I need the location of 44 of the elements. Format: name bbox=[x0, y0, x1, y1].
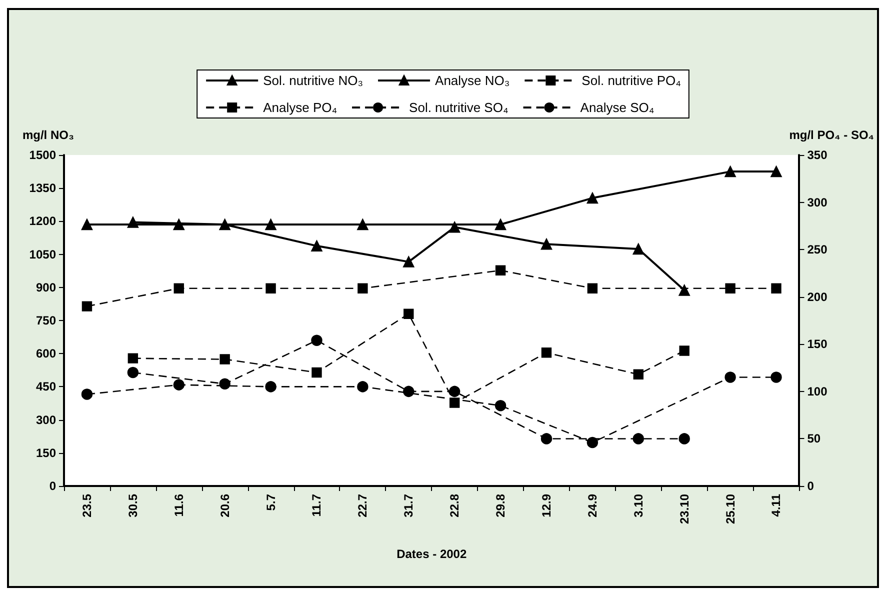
legend-label: Sol. nutritive NO₃ bbox=[263, 73, 364, 88]
y-tick-label: 1350 bbox=[29, 181, 56, 196]
x-tick-label: 30.5 bbox=[126, 494, 140, 518]
y-tick-label: 300 bbox=[36, 412, 56, 427]
y2-tick-label: 200 bbox=[807, 290, 828, 304]
y-tick-label: 600 bbox=[36, 346, 56, 361]
y-tick-label: 150 bbox=[36, 446, 56, 460]
x-tick-label: 4.11 bbox=[769, 494, 784, 517]
legend-label: Sol. nutritive PO₄ bbox=[582, 73, 681, 88]
x-tick-label: 11.6 bbox=[172, 494, 186, 517]
legend-label: Analyse NO₃ bbox=[435, 73, 510, 88]
legend-label: Analyse SO₄ bbox=[580, 100, 654, 115]
y-tick-label: 1050 bbox=[29, 247, 56, 262]
legend-label: Analyse PO₄ bbox=[263, 100, 338, 115]
x-tick-label: 22.8 bbox=[448, 494, 462, 518]
x-axis-title: Dates - 2002 bbox=[396, 547, 467, 561]
x-tick-label: 5.7 bbox=[264, 494, 278, 511]
y-tick-label: 900 bbox=[36, 280, 56, 294]
y-tick-label: 1200 bbox=[29, 214, 56, 228]
x-tick-label: 23.5 bbox=[80, 494, 94, 518]
y-tick-label: 1500 bbox=[29, 148, 56, 162]
y-tick-label: 0 bbox=[49, 479, 56, 493]
y2-tick-label: 150 bbox=[807, 337, 828, 352]
y2-axis-title: mg/l PO₄ - SO₄ bbox=[789, 128, 874, 142]
y-axis-title: mg/l NO₃ bbox=[22, 128, 74, 142]
x-tick-label: 25.10 bbox=[723, 494, 738, 524]
x-tick-label: 3.10 bbox=[631, 494, 646, 518]
x-tick-label: 20.6 bbox=[218, 494, 232, 518]
x-tick-label: 29.8 bbox=[494, 494, 508, 518]
y-tick-label: 750 bbox=[36, 314, 56, 328]
y2-tick-label: 300 bbox=[807, 195, 828, 210]
y2-tick-label: 0 bbox=[807, 479, 814, 493]
legend-label: Sol. nutritive SO₄ bbox=[409, 100, 508, 115]
x-tick-label: 12.9 bbox=[539, 494, 554, 518]
y2-tick-label: 350 bbox=[807, 148, 828, 162]
y2-tick-label: 50 bbox=[807, 432, 821, 446]
x-tick-label: 11.7 bbox=[310, 494, 324, 517]
x-tick-label: 31.7 bbox=[402, 494, 416, 518]
y-tick-label: 450 bbox=[36, 380, 56, 394]
x-tick-label: 23.10 bbox=[677, 494, 692, 524]
y2-tick-label: 100 bbox=[807, 384, 828, 398]
x-tick-label: 22.7 bbox=[356, 494, 370, 518]
y2-tick-label: 250 bbox=[807, 242, 828, 257]
x-tick-label: 24.9 bbox=[585, 494, 600, 518]
